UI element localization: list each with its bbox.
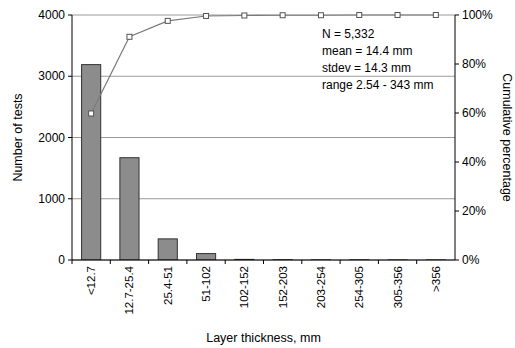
x-tick xyxy=(301,260,302,264)
y2-tick-label: 40% xyxy=(462,155,486,169)
bar xyxy=(82,65,101,260)
x-tick xyxy=(416,260,417,264)
y-tick-label: 2000 xyxy=(38,131,65,145)
marker xyxy=(395,13,400,18)
y-tick xyxy=(68,137,72,138)
y2-tick-label: 60% xyxy=(462,106,486,120)
y2-tick xyxy=(455,211,459,212)
x-tick-label: 305-356 xyxy=(392,266,404,308)
marker xyxy=(280,13,285,18)
annotation: mean = 14.4 mm xyxy=(322,44,412,58)
marker xyxy=(165,18,170,23)
y2-tick xyxy=(455,260,459,261)
x-tick-label: 152-203 xyxy=(277,266,289,308)
y2-tick xyxy=(455,64,459,65)
x-tick-label: 102-152 xyxy=(238,266,250,308)
y2-tick-label: 100% xyxy=(462,8,493,22)
y2-tick xyxy=(455,162,459,163)
x-tick xyxy=(340,260,341,264)
x-tick-label: 25.4-51 xyxy=(162,266,174,305)
marker xyxy=(242,13,247,18)
bar xyxy=(196,254,215,260)
x-tick-label: 254-305 xyxy=(353,266,365,308)
y-tick-label: 3000 xyxy=(38,69,65,83)
x-tick xyxy=(148,260,149,264)
marker xyxy=(357,13,362,18)
line xyxy=(91,15,436,113)
y2-tick xyxy=(455,15,459,16)
grid-line xyxy=(72,76,455,77)
plot-marks xyxy=(82,13,446,261)
x-tick xyxy=(72,260,73,264)
y-tick xyxy=(68,260,72,261)
annotation: stdev = 14.3 mm xyxy=(322,61,411,75)
x-tick-label: >356 xyxy=(430,266,442,292)
y2-tick-label: 20% xyxy=(462,204,486,218)
bar xyxy=(158,239,177,260)
marker xyxy=(89,111,94,116)
y-axis xyxy=(72,15,73,260)
bar xyxy=(120,158,139,260)
y2-axis xyxy=(455,15,456,260)
x-tick-label: 12.7-25.4 xyxy=(123,265,135,314)
y-tick-label: 4000 xyxy=(38,8,65,22)
x-tick xyxy=(263,260,264,264)
marker xyxy=(433,13,438,18)
annotation: range 2.54 - 343 mm xyxy=(322,78,433,92)
y-tick xyxy=(68,15,72,16)
background xyxy=(0,0,515,348)
marker xyxy=(204,13,209,18)
marker xyxy=(127,34,132,39)
x-tick-label: 203-254 xyxy=(315,265,327,308)
y-tick xyxy=(68,198,72,199)
marker xyxy=(318,13,323,18)
y-tick xyxy=(68,76,72,77)
x-tick-label: 51-102 xyxy=(200,266,212,302)
x-tick xyxy=(225,260,226,264)
grid-line xyxy=(72,137,455,138)
x-tick xyxy=(110,260,111,264)
y2-tick-label: 0% xyxy=(462,253,480,267)
y-tick-label: 0 xyxy=(58,253,65,267)
y2-tick-label: 80% xyxy=(462,57,486,71)
x-axis-label: Layer thickness, mm xyxy=(206,331,321,345)
annotation: N = 5,332 xyxy=(322,27,375,41)
x-tick xyxy=(186,260,187,264)
chart: 0 1000 2000 3000 4000 0% 20% 40% 60% 80% 100% <12.7… xyxy=(0,0,515,348)
x-tick-label: <12.7 xyxy=(85,266,97,295)
y2-tick xyxy=(455,113,459,114)
y2-axis-label: Cumulative percentage xyxy=(500,73,514,202)
x-tick xyxy=(378,260,379,264)
y-axis-label: Number of tests xyxy=(11,93,25,181)
y-tick-label: 1000 xyxy=(38,192,65,206)
